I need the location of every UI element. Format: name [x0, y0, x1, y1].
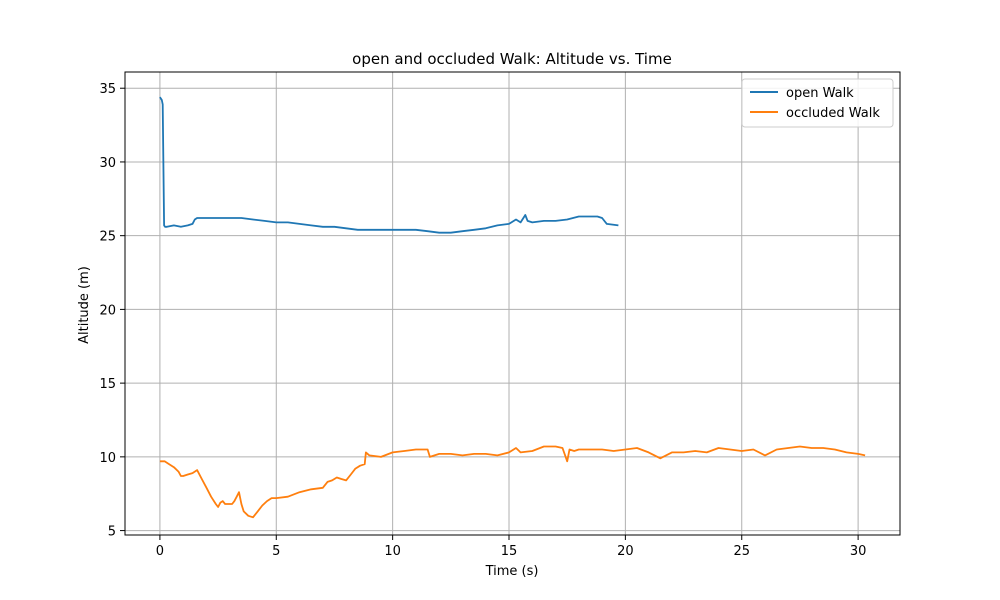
y-tick-label: 30 — [99, 156, 116, 171]
plot-frame — [124, 71, 901, 536]
x-tick-label: 10 — [384, 544, 401, 559]
y-tick-label: 5 — [108, 525, 116, 540]
x-tick-label: 5 — [272, 544, 280, 559]
legend: open Walk occluded Walk — [741, 78, 894, 128]
x-tick-label: 0 — [156, 544, 164, 559]
grid — [125, 72, 900, 535]
y-tick-label: 20 — [99, 303, 116, 318]
y-tick-label: 15 — [99, 377, 116, 392]
legend-box — [741, 78, 894, 128]
x-tick-label: 15 — [501, 544, 518, 559]
chart-title: open and occluded Walk: Altitude vs. Tim… — [352, 50, 672, 68]
x-tick-label: 30 — [850, 544, 867, 559]
series-line-occluded-walk — [159, 445, 866, 519]
ticks: 0 5 10 15 20 25 30 5 10 15 20 25 30 35 — [99, 82, 866, 559]
x-tick-label: 25 — [733, 544, 750, 559]
y-axis-label: Altitude (m) — [77, 266, 92, 344]
x-tick-label: 20 — [617, 544, 634, 559]
legend-entry: open Walk — [786, 86, 854, 101]
series-line-open-walk — [159, 96, 619, 234]
legend-entry: occluded Walk — [786, 106, 880, 121]
y-tick-label: 10 — [99, 451, 116, 466]
x-axis-label: Time (s) — [485, 564, 539, 579]
y-tick-label: 35 — [99, 82, 116, 97]
y-tick-label: 25 — [99, 230, 116, 245]
series-layer — [159, 96, 866, 519]
